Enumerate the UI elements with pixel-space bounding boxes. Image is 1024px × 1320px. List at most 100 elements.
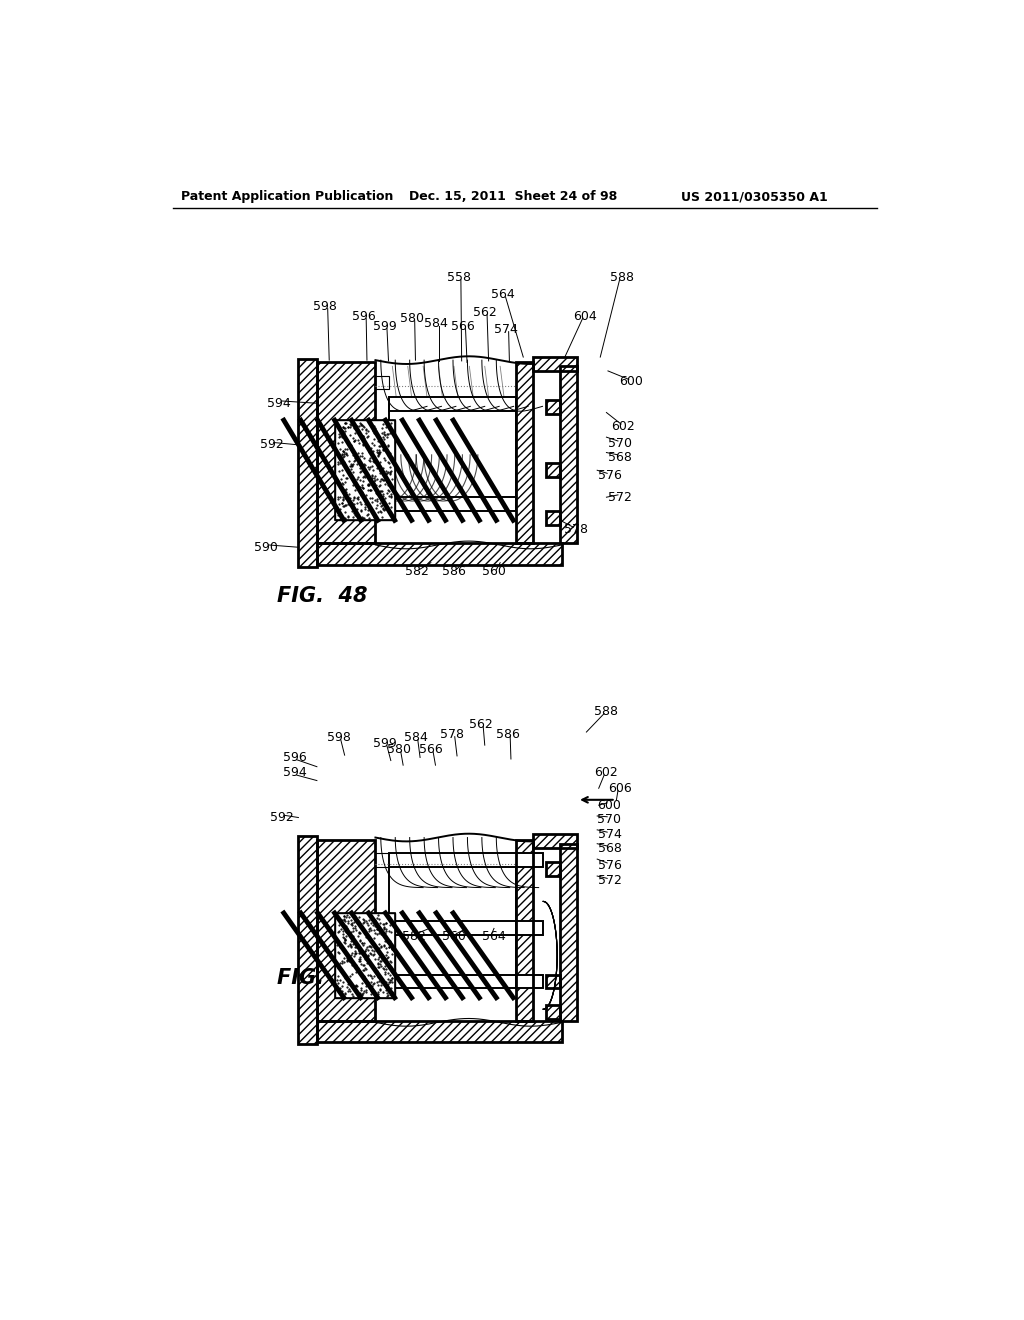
Point: [373, 488, 389, 510]
Point: [373, 469, 389, 490]
Point: [358, 970, 375, 991]
Point: [355, 454, 372, 475]
Point: [343, 945, 359, 966]
Point: [331, 942, 347, 964]
Point: [339, 946, 355, 968]
Point: [375, 498, 391, 519]
Point: [352, 940, 369, 961]
Point: [382, 972, 398, 993]
Point: [342, 950, 358, 972]
Point: [334, 425, 350, 446]
Text: 606: 606: [608, 781, 632, 795]
Point: [354, 434, 371, 455]
Point: [338, 480, 354, 502]
Point: [365, 433, 381, 454]
Point: [334, 508, 350, 529]
Point: [343, 455, 359, 477]
Point: [370, 445, 386, 466]
Point: [383, 982, 399, 1003]
Bar: [316, 544, 562, 565]
Point: [366, 451, 382, 473]
Point: [343, 913, 359, 935]
Point: [345, 487, 361, 508]
Point: [356, 447, 373, 469]
Text: 592: 592: [260, 438, 284, 451]
Point: [336, 928, 352, 949]
Point: [352, 942, 369, 964]
Bar: [547, 1006, 560, 1019]
Point: [361, 479, 378, 500]
Point: [334, 459, 350, 480]
Point: [374, 945, 390, 966]
Point: [368, 422, 384, 444]
Point: [336, 424, 352, 445]
Point: [344, 441, 360, 462]
Point: [354, 960, 371, 981]
Point: [377, 931, 393, 952]
Point: [369, 440, 385, 461]
Point: [330, 432, 346, 453]
Point: [369, 458, 385, 479]
Bar: [560, 367, 578, 544]
Point: [355, 461, 372, 482]
Point: [338, 904, 354, 925]
Point: [364, 913, 380, 935]
Point: [345, 453, 361, 474]
Text: 590: 590: [254, 541, 279, 554]
Point: [339, 936, 355, 957]
Point: [366, 500, 382, 521]
Bar: [547, 974, 560, 989]
Point: [358, 434, 375, 455]
Point: [360, 449, 377, 470]
Point: [354, 478, 371, 499]
Point: [380, 436, 396, 457]
Point: [380, 946, 396, 968]
Point: [331, 418, 347, 440]
Point: [380, 424, 396, 445]
Point: [366, 941, 382, 962]
Point: [331, 494, 347, 515]
Point: [335, 488, 351, 510]
Point: [346, 932, 362, 953]
Bar: [532, 834, 578, 849]
Point: [372, 428, 388, 449]
Point: [361, 974, 378, 995]
Text: 574: 574: [495, 323, 518, 335]
Point: [369, 490, 385, 511]
Point: [369, 908, 385, 929]
Point: [353, 480, 370, 502]
Bar: [532, 358, 578, 371]
Point: [365, 974, 381, 995]
Point: [342, 936, 358, 957]
Point: [336, 484, 352, 506]
Point: [366, 965, 382, 986]
Point: [343, 948, 359, 969]
Point: [342, 434, 358, 455]
Point: [384, 944, 400, 965]
Point: [344, 983, 360, 1005]
Point: [350, 912, 367, 933]
Point: [366, 944, 382, 965]
Point: [339, 444, 355, 465]
Point: [383, 486, 399, 507]
Point: [346, 494, 362, 515]
Point: [375, 470, 391, 491]
Point: [350, 942, 367, 964]
Point: [378, 958, 394, 979]
Point: [367, 928, 383, 949]
Point: [352, 470, 369, 491]
Bar: [547, 862, 560, 876]
Text: Dec. 15, 2011  Sheet 24 of 98: Dec. 15, 2011 Sheet 24 of 98: [410, 190, 617, 203]
Point: [377, 956, 393, 977]
Point: [382, 462, 398, 483]
Point: [367, 916, 383, 937]
Point: [367, 985, 383, 1006]
Point: [337, 487, 353, 508]
Point: [374, 507, 390, 528]
Point: [349, 957, 366, 978]
Point: [362, 412, 379, 433]
Point: [337, 933, 353, 954]
Point: [357, 939, 374, 960]
Text: 584: 584: [403, 731, 427, 744]
Point: [372, 429, 388, 450]
